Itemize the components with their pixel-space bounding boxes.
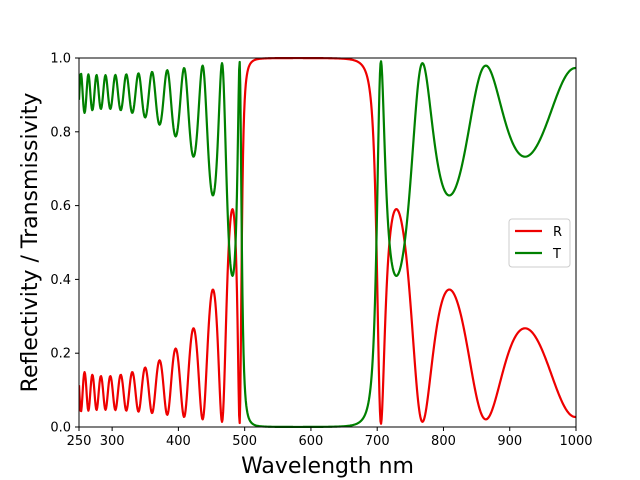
legend: RT bbox=[508, 218, 571, 268]
y-tick-label: 0.4 bbox=[50, 273, 71, 288]
x-tick-label: 800 bbox=[431, 434, 456, 449]
y-tick-label: 0.6 bbox=[50, 199, 71, 214]
y-tick-label: 0.8 bbox=[50, 125, 71, 140]
x-tick-label: 900 bbox=[497, 434, 522, 449]
axes-frame bbox=[78, 57, 577, 428]
y-tick-label: 0.2 bbox=[50, 347, 71, 362]
x-tick-label: 500 bbox=[232, 434, 257, 449]
x-tick-label: 700 bbox=[365, 434, 390, 449]
y-tick-label: 1.0 bbox=[50, 52, 71, 67]
x-tick-label: 250 bbox=[67, 434, 92, 449]
x-tick-label: 400 bbox=[166, 434, 191, 449]
x-tick-label: 300 bbox=[100, 434, 125, 449]
y-axis-label: Reflectivity / Transmissivity bbox=[18, 93, 43, 393]
x-axis-ticks: 250 300 400 500 600 700 800 900 1000 bbox=[67, 427, 593, 449]
legend-label-r: R bbox=[553, 225, 562, 240]
x-axis-label: Wavelength nm bbox=[241, 454, 414, 479]
x-tick-label: 600 bbox=[299, 434, 324, 449]
y-tick-label: 0.0 bbox=[50, 421, 71, 436]
legend-label-t: T bbox=[552, 247, 561, 262]
x-tick-label: 1000 bbox=[559, 434, 592, 449]
y-axis-ticks: 0.0 0.2 0.4 0.6 0.8 1.0 bbox=[50, 52, 79, 436]
